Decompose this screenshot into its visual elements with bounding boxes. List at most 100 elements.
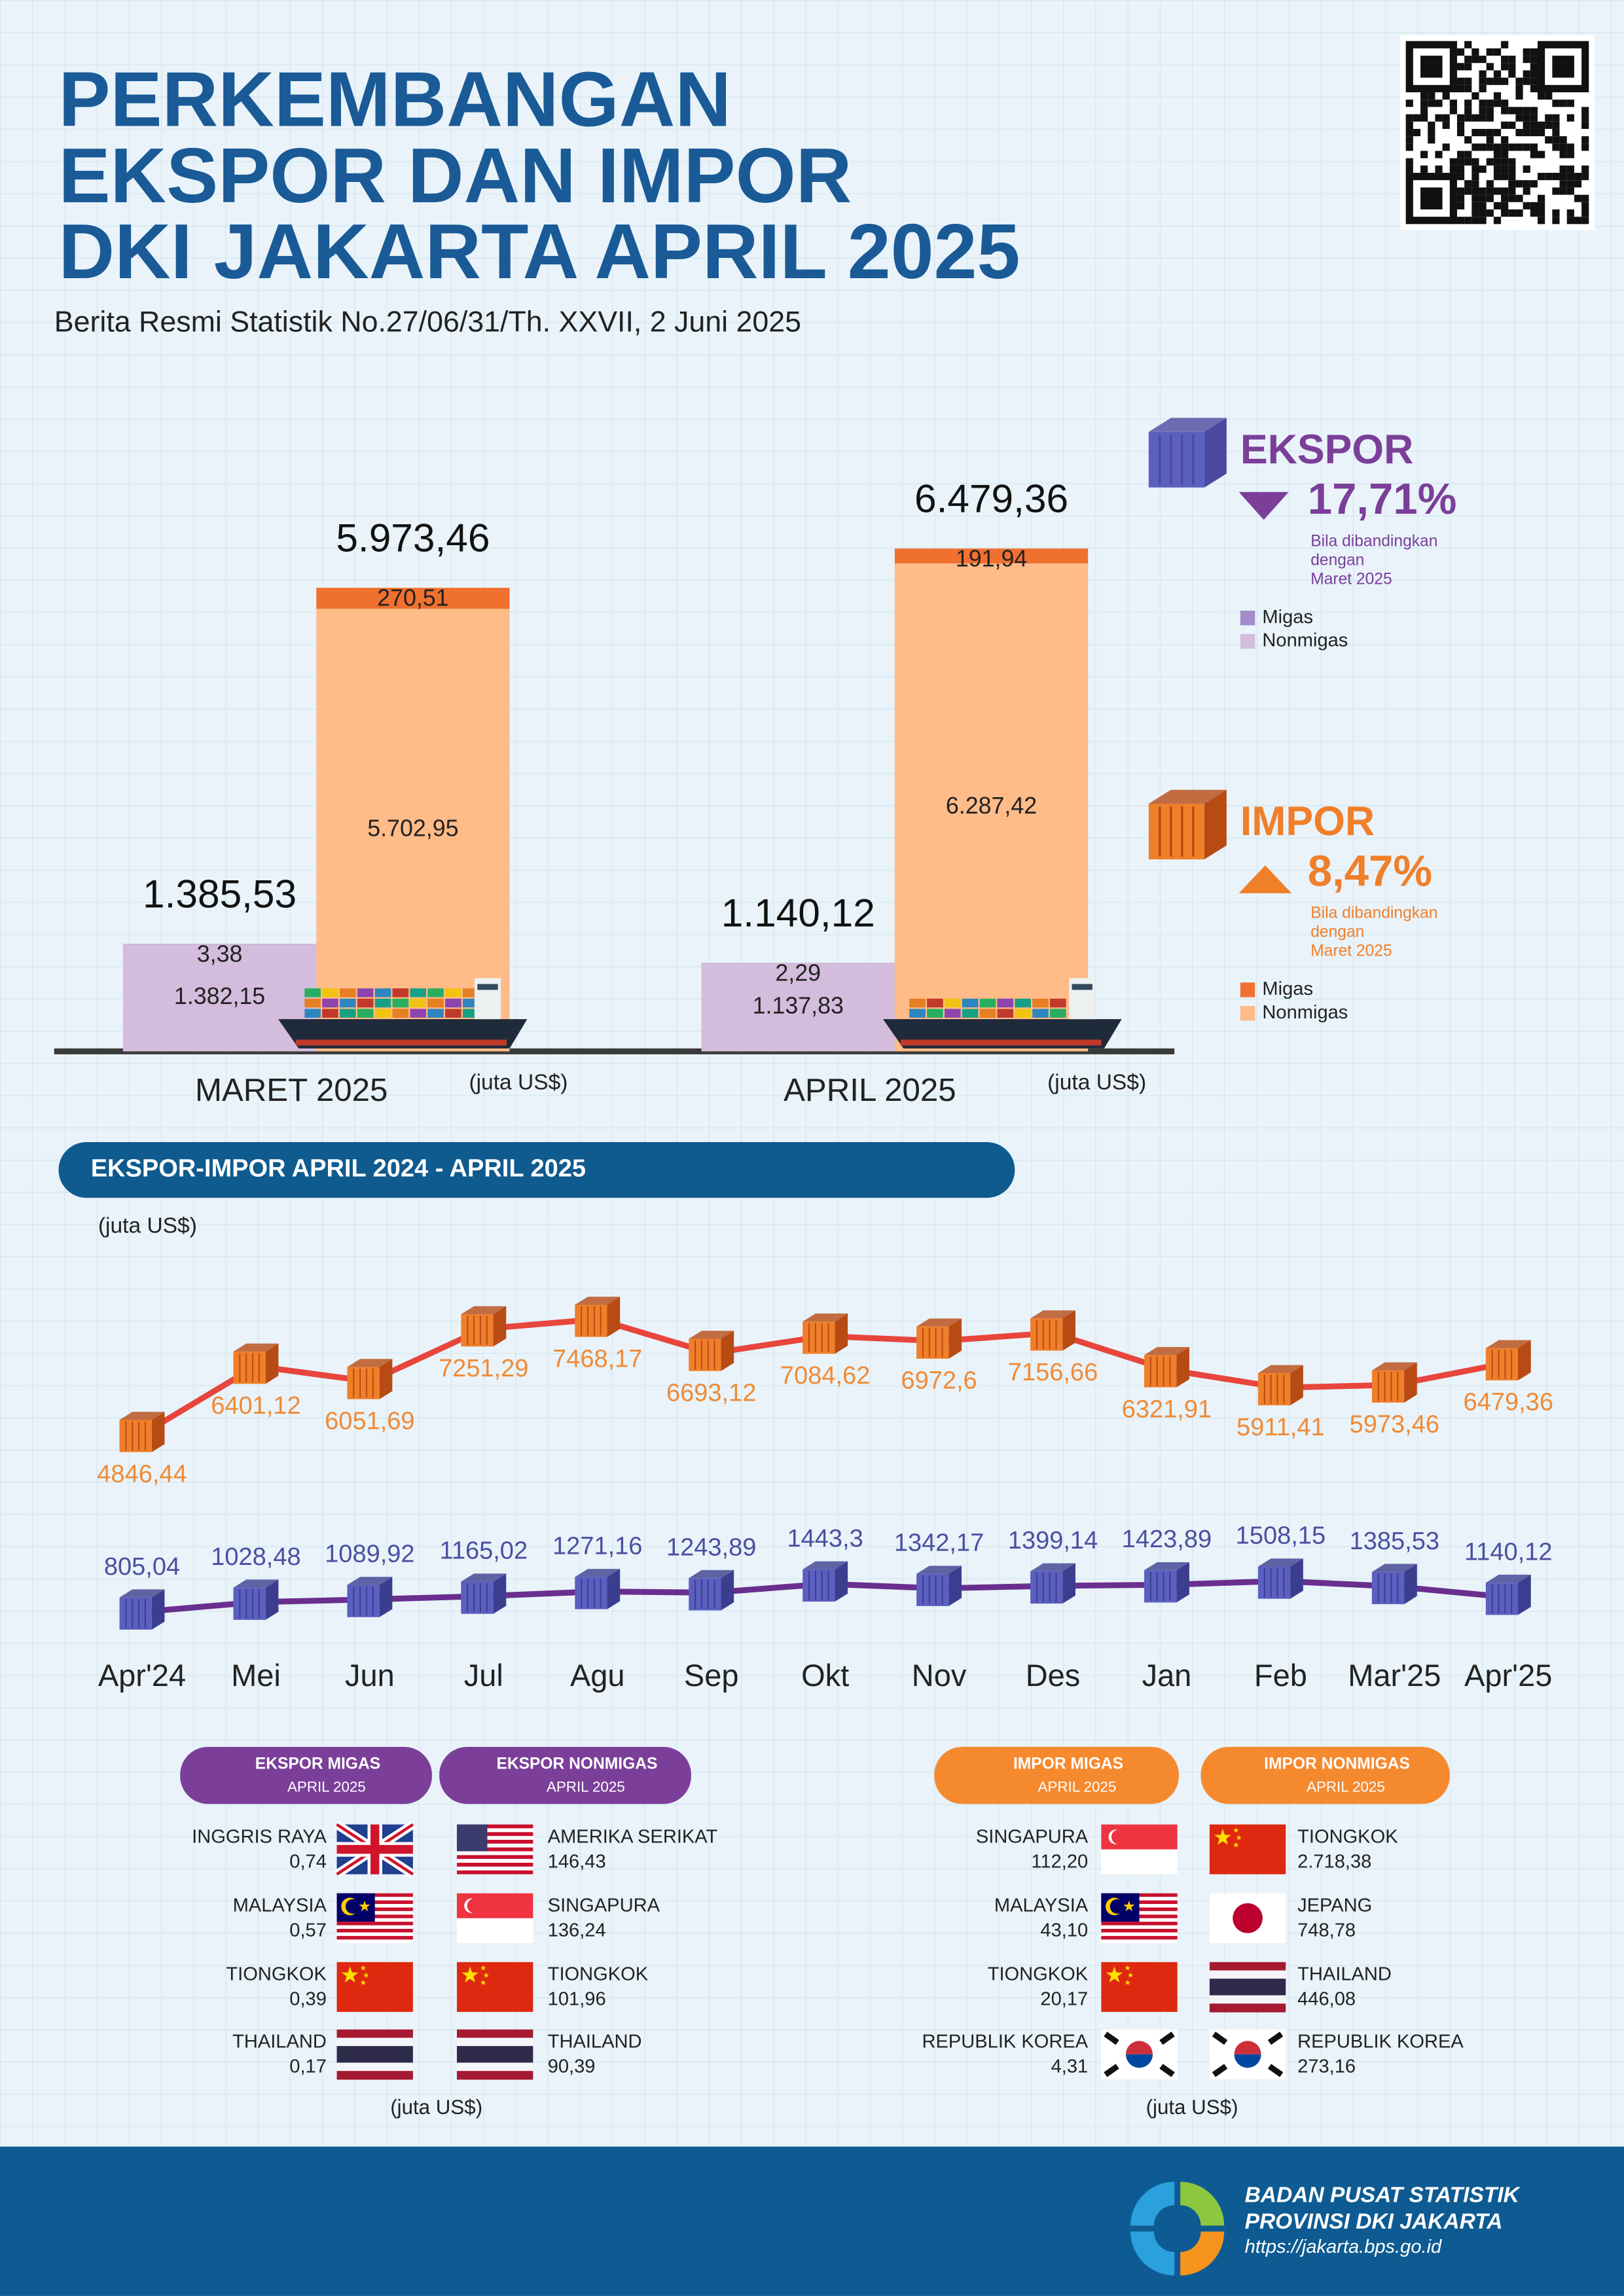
qr-module bbox=[1464, 217, 1472, 224]
flag-icon bbox=[456, 2029, 533, 2080]
qr-module bbox=[1471, 158, 1479, 166]
container-front bbox=[689, 1578, 721, 1611]
bar-total-label: 1.140,12 bbox=[721, 891, 875, 935]
container-top bbox=[1030, 1310, 1075, 1319]
qr-module bbox=[1515, 77, 1523, 85]
qr-module bbox=[1581, 143, 1589, 151]
container-side bbox=[721, 1570, 734, 1611]
ship-container bbox=[340, 988, 356, 997]
flag-icon bbox=[336, 2029, 413, 2080]
qr-module bbox=[1501, 187, 1509, 195]
qr-module bbox=[1420, 151, 1428, 158]
flag-part bbox=[456, 2071, 533, 2080]
qr-module bbox=[1581, 114, 1589, 122]
qr-module bbox=[1413, 128, 1421, 137]
qr-module bbox=[1435, 165, 1443, 173]
table-subtitle: APRIL 2025 bbox=[287, 1779, 366, 1795]
flag-part bbox=[336, 2046, 413, 2055]
container-top bbox=[1371, 1362, 1417, 1371]
container-side bbox=[493, 1573, 507, 1614]
qr-module bbox=[1515, 84, 1523, 93]
qr-module bbox=[1493, 143, 1502, 151]
flag-part bbox=[1209, 1986, 1286, 1996]
flag-part bbox=[456, 2037, 533, 2047]
bar-value-label: 1.137,83 bbox=[753, 992, 844, 1018]
container-top bbox=[916, 1318, 962, 1327]
qr-module bbox=[1471, 173, 1479, 181]
flag-part bbox=[1267, 2032, 1284, 2045]
change-note: dengan bbox=[1310, 551, 1364, 569]
qr-module bbox=[1471, 180, 1479, 188]
flag-star bbox=[480, 1979, 486, 1985]
qr-module bbox=[1574, 180, 1582, 188]
flag-icon bbox=[456, 1824, 533, 1874]
container-top bbox=[1144, 1347, 1189, 1355]
bps-logo bbox=[1130, 2181, 1225, 2276]
flag-part bbox=[456, 1832, 533, 1837]
bar-value-label: 3,38 bbox=[197, 941, 243, 967]
flag-icon bbox=[1101, 1962, 1178, 2012]
x-tick-label: Sep bbox=[684, 1658, 739, 1693]
ship-container bbox=[445, 998, 461, 1008]
qr-module bbox=[1552, 217, 1560, 224]
flag-part bbox=[456, 2029, 533, 2039]
container-side bbox=[1062, 1563, 1075, 1604]
flag-part bbox=[1125, 2054, 1153, 2068]
qr-module bbox=[1501, 56, 1509, 63]
qr-module bbox=[1464, 77, 1472, 85]
table-country: TIONGKOK bbox=[226, 1964, 327, 1985]
qr-module bbox=[1435, 151, 1443, 158]
qr-module bbox=[1405, 121, 1413, 129]
qr-module bbox=[1405, 99, 1413, 107]
container-front bbox=[1257, 1566, 1291, 1599]
qr-module bbox=[1449, 107, 1457, 115]
qr-module bbox=[1538, 173, 1545, 181]
bar-segment bbox=[894, 563, 1089, 1052]
qr-module bbox=[1559, 173, 1567, 181]
footer-url: https://jakarta.bps.go.id bbox=[1245, 2236, 1442, 2257]
title-line: EKSPOR DAN IMPOR bbox=[58, 133, 852, 219]
flag-part bbox=[1111, 1829, 1127, 1844]
container-side bbox=[1176, 1347, 1189, 1388]
qr-module bbox=[1581, 217, 1589, 224]
change-value: 17,71% bbox=[1308, 475, 1457, 524]
qr-module bbox=[1566, 173, 1574, 181]
qr-module bbox=[1538, 92, 1545, 100]
bar-segment bbox=[122, 944, 317, 1052]
logo-part bbox=[1130, 2231, 1175, 2276]
qr-module bbox=[1530, 77, 1538, 85]
qr-module bbox=[1493, 99, 1502, 107]
qr-module bbox=[1405, 136, 1413, 144]
flag-part bbox=[456, 2062, 533, 2072]
qr-module bbox=[1552, 209, 1560, 217]
flag-icon bbox=[1101, 1893, 1178, 1943]
qr-module bbox=[1530, 128, 1538, 137]
qr-module bbox=[1479, 209, 1487, 217]
ship-container bbox=[909, 1009, 926, 1018]
flag-icon bbox=[1209, 1893, 1286, 1943]
ship-stripe bbox=[295, 1039, 507, 1046]
flag-part bbox=[336, 1922, 413, 1926]
ship-container bbox=[1015, 1009, 1031, 1018]
qr-module bbox=[1508, 143, 1516, 151]
qr-module bbox=[1479, 99, 1487, 107]
table-header-pill bbox=[934, 1746, 1179, 1804]
qr-module bbox=[1552, 128, 1560, 137]
data-label: 7156,66 bbox=[1008, 1359, 1098, 1386]
qr-module bbox=[1501, 165, 1509, 173]
data-label: 5973,46 bbox=[1350, 1411, 1439, 1439]
qr-module bbox=[1493, 128, 1502, 137]
qr-module bbox=[1530, 63, 1538, 71]
x-tick-label: Okt bbox=[801, 1658, 849, 1693]
footer-text: BADAN PUSAT STATISTIK bbox=[1245, 2183, 1521, 2208]
point-marker bbox=[1371, 1564, 1417, 1604]
container-side bbox=[948, 1566, 962, 1606]
qr-module bbox=[1493, 202, 1502, 209]
qr-module bbox=[1552, 173, 1560, 181]
container-top bbox=[575, 1297, 621, 1305]
qr-module bbox=[1442, 143, 1450, 151]
qr-module bbox=[1515, 194, 1523, 202]
legend-label: Nonmigas bbox=[1262, 1002, 1348, 1023]
data-label: 1243,89 bbox=[666, 1534, 756, 1561]
flag-part bbox=[1267, 2064, 1284, 2077]
